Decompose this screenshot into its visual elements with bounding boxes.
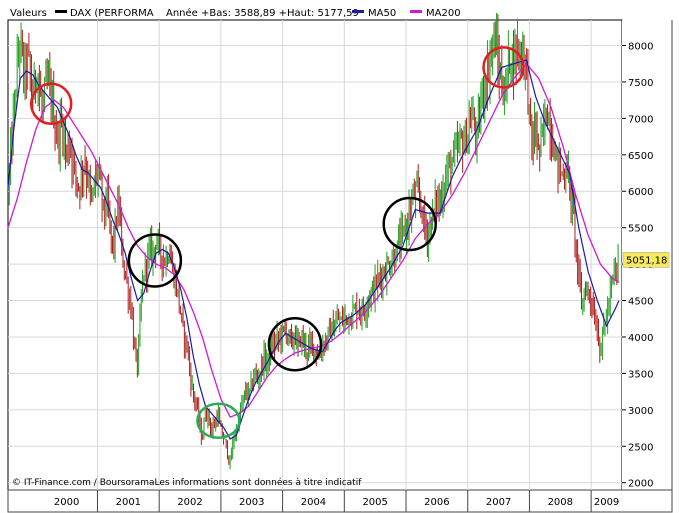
y-tick-label: 3500: [628, 369, 653, 380]
annotation-circles: [29, 46, 525, 440]
legend-ma50-swatch: [352, 10, 364, 13]
y-tick-label: 7000: [628, 114, 653, 125]
legend-label: Valeurs: [10, 8, 47, 19]
ma200-line: [7, 62, 620, 418]
plot-area: [7, 19, 623, 491]
x-tick-label: 2003: [239, 497, 264, 508]
y-tick-label: 8000: [628, 42, 653, 53]
x-tick-label: 2008: [548, 497, 573, 508]
x-tick-label: 2002: [177, 497, 202, 508]
x-tick-label: 2000: [54, 497, 79, 508]
x-tick-label: 2006: [424, 497, 449, 508]
y-tick-label: 5500: [628, 224, 653, 235]
legend-ma200: MA200: [426, 8, 461, 19]
annotation-circle-green: [196, 402, 241, 440]
annotation-circle-red: [482, 46, 525, 89]
price-candles: [8, 12, 619, 470]
x-tick-label: 2004: [301, 497, 326, 508]
y-tick-label: 6000: [628, 187, 653, 198]
legend-stats: Année +Bas: 3588,89 +Haut: 5177,59: [166, 7, 359, 19]
legend: Valeurs DAX (PERFORMA Année +Bas: 3588,8…: [10, 7, 461, 19]
y-tick-label: 4000: [628, 333, 653, 344]
legend-series-swatch: [55, 10, 67, 13]
x-tick-label: 2001: [116, 497, 141, 508]
ma50-line: [7, 59, 620, 440]
annotation-circle-black: [127, 233, 183, 288]
annotation-circle-black: [382, 196, 437, 252]
grid: [8, 20, 622, 490]
last-value-badge: 5051,18: [622, 252, 670, 268]
x-tick-label: 2007: [486, 497, 511, 508]
legend-ma50: MA50: [368, 8, 396, 19]
y-tick-label: 7500: [628, 78, 653, 89]
y-tick-label: 2000: [628, 479, 653, 490]
y-tick-label: 2500: [628, 442, 653, 453]
x-tick-label: 2009: [594, 497, 619, 508]
last-value-text: 5051,18: [626, 255, 667, 266]
annotation-circle-red: [29, 82, 73, 126]
footer-credit: © IT-Finance.com / BoursoramaLes informa…: [12, 477, 362, 488]
x-axis-panel: [7, 489, 673, 513]
x-axis-ticks: 2000 2001 2002 2003 2004 2005 2006 2007 2008 2009: [54, 490, 619, 512]
annotation-circle-black: [267, 317, 323, 372]
legend-ma200-swatch: [410, 10, 422, 13]
legend-series-name: DAX (PERFORMA: [70, 8, 154, 19]
y-tick-label: 3000: [628, 406, 653, 417]
y-tick-label: 6500: [628, 151, 653, 162]
y-tick-label: 4500: [628, 297, 653, 308]
x-tick-label: 2005: [362, 497, 387, 508]
